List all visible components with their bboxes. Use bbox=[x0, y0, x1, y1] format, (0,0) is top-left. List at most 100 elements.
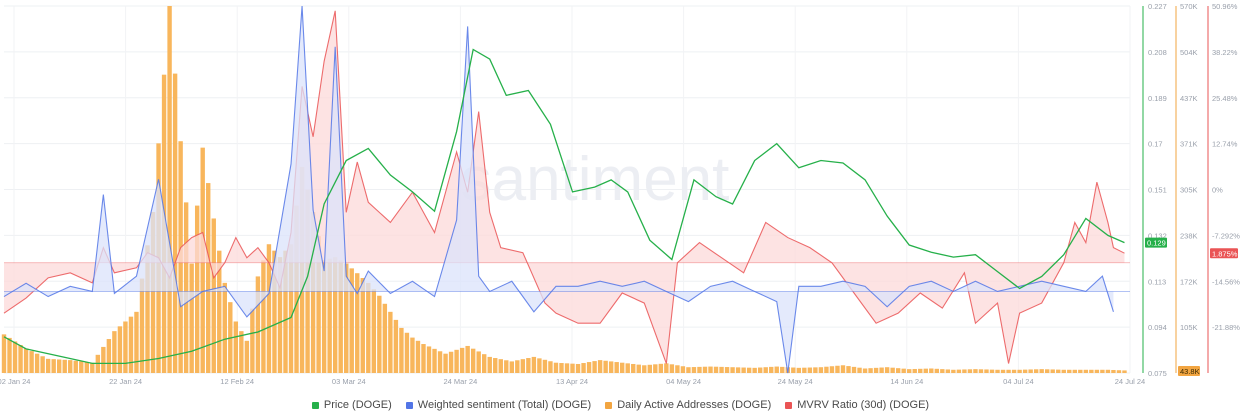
daa-bar bbox=[310, 212, 316, 373]
daa-bar bbox=[101, 346, 106, 373]
daa-bar bbox=[752, 367, 757, 373]
daa-bar bbox=[476, 351, 481, 373]
daa-bar bbox=[371, 289, 377, 373]
price-badge-label: 0.129 bbox=[1147, 239, 1166, 248]
daa-bar bbox=[647, 364, 652, 373]
daa-bar bbox=[316, 236, 321, 373]
daa-bar bbox=[724, 367, 730, 373]
daa-bar bbox=[321, 260, 327, 373]
legend-item-price[interactable]: Price (DOGE) bbox=[311, 397, 392, 413]
mvrv-tick-label: -14.56% bbox=[1212, 277, 1240, 286]
daa-bar bbox=[597, 360, 603, 373]
daa-bar bbox=[40, 356, 45, 373]
daa-bar bbox=[509, 361, 515, 373]
daa-bar bbox=[1089, 369, 1094, 373]
price-tick-label: 0.17 bbox=[1148, 140, 1163, 149]
sentiment-line bbox=[3, 5, 1114, 374]
daa-bar bbox=[757, 367, 763, 373]
price-tick-label: 0.227 bbox=[1148, 2, 1167, 11]
daa-bar bbox=[840, 365, 846, 373]
daa-bar bbox=[239, 331, 244, 373]
daa-bar bbox=[244, 340, 250, 373]
mvrv-tick-label: -21.88% bbox=[1212, 323, 1240, 332]
daa-bar bbox=[393, 319, 399, 373]
daa-badge-label: 43.8K bbox=[1180, 367, 1200, 376]
daa-bar bbox=[807, 367, 813, 373]
daa-bar bbox=[691, 367, 697, 373]
daa-bar bbox=[956, 369, 962, 373]
legend-swatch-price bbox=[311, 401, 319, 409]
daa-bar bbox=[112, 331, 117, 373]
x-tick-label: 02 Jan 24 bbox=[0, 377, 30, 386]
daa-bar bbox=[586, 362, 592, 373]
daa-bar bbox=[730, 367, 735, 373]
daa-bar bbox=[548, 361, 553, 373]
mvrv-area bbox=[4, 10, 1125, 364]
daa-bar bbox=[835, 365, 840, 373]
daa-bar bbox=[106, 339, 112, 373]
daa-bar bbox=[713, 366, 719, 373]
daa-bar bbox=[18, 344, 23, 373]
x-tick-label: 14 Jun 24 bbox=[890, 377, 923, 386]
legend-label-daa: Daily Active Addresses (DOGE) bbox=[617, 399, 772, 411]
price-tick-label: 0.189 bbox=[1148, 94, 1167, 103]
daa-bar bbox=[575, 363, 581, 373]
daa-bar bbox=[995, 369, 1000, 373]
daa-tick-label: 437K bbox=[1180, 94, 1198, 103]
daa-bar bbox=[774, 366, 779, 373]
mvrv-tick-label: 38.22% bbox=[1212, 48, 1238, 57]
daa-tick-label: 371K bbox=[1180, 140, 1198, 149]
daa-bar bbox=[443, 353, 448, 373]
daa-bar bbox=[79, 361, 84, 373]
price-tick-label: 0.208 bbox=[1148, 48, 1167, 57]
mvrv-tick-label: 0% bbox=[1212, 186, 1223, 195]
daa-bar bbox=[851, 366, 857, 373]
daa-bar bbox=[167, 6, 172, 373]
daa-bar bbox=[355, 273, 360, 373]
daa-bar bbox=[56, 359, 62, 373]
daa-bar bbox=[1045, 369, 1050, 373]
daa-bar bbox=[973, 369, 978, 373]
legend-item-daa[interactable]: Daily Active Addresses (DOGE) bbox=[605, 397, 771, 413]
legend-label-mvrv: MVRV Ratio (30d) (DOGE) bbox=[797, 399, 930, 411]
daa-bar bbox=[984, 369, 989, 373]
daa-bar bbox=[222, 282, 227, 373]
daa-bar bbox=[1072, 369, 1078, 373]
daa-bar bbox=[962, 369, 967, 373]
legend-item-sentiment[interactable]: Weighted sentiment (Total) (DOGE) bbox=[405, 397, 592, 413]
watermark: santiment bbox=[461, 145, 730, 214]
legend-item-mvrv[interactable]: MVRV Ratio (30d) (DOGE) bbox=[785, 397, 929, 413]
daa-bar bbox=[470, 348, 476, 373]
daa-bar bbox=[769, 366, 774, 373]
daa-bar bbox=[288, 244, 294, 373]
daa-bar bbox=[366, 282, 371, 373]
daa-bar bbox=[680, 366, 686, 373]
daa-bar bbox=[631, 363, 636, 373]
x-tick-label: 24 May 24 bbox=[778, 377, 813, 386]
daa-bar bbox=[1022, 369, 1028, 373]
daa-bar bbox=[437, 351, 443, 373]
daa-bar bbox=[432, 348, 437, 373]
daa-bar bbox=[498, 359, 503, 373]
daa-bar bbox=[675, 365, 680, 373]
daa-bar bbox=[570, 363, 575, 373]
legend-label-sentiment: Weighted sentiment (Total) (DOGE) bbox=[417, 399, 592, 411]
daa-bar bbox=[117, 326, 123, 373]
daa-bar bbox=[482, 354, 487, 373]
price-line bbox=[3, 48, 1125, 364]
daa-bar bbox=[829, 366, 835, 373]
daa-bar bbox=[912, 368, 917, 373]
daa-bar bbox=[526, 358, 531, 373]
daa-bar bbox=[266, 244, 272, 373]
daa-bar bbox=[818, 367, 824, 373]
daa-tick-label: 504K bbox=[1180, 48, 1198, 57]
mvrv-tick-label: 25.48% bbox=[1212, 94, 1238, 103]
daa-bar bbox=[12, 341, 18, 373]
daa-bar bbox=[1056, 369, 1061, 373]
daa-bar bbox=[625, 363, 630, 373]
daa-bar bbox=[636, 364, 641, 373]
x-tick-label: 24 Jul 24 bbox=[1115, 377, 1145, 386]
daa-bar bbox=[763, 367, 768, 373]
daa-bar bbox=[1033, 369, 1039, 373]
daa-bar bbox=[873, 367, 879, 373]
